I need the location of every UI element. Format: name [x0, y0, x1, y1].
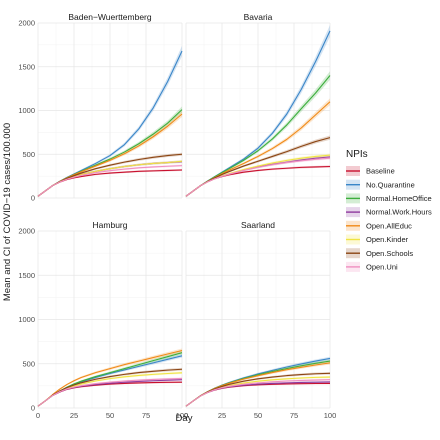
- legend-label: No.Quarantine: [366, 180, 415, 189]
- ci-band: [186, 356, 330, 407]
- legend-title: NPIs: [346, 149, 368, 160]
- legend-item: Open.Kinder: [346, 234, 409, 245]
- y-axis-title: Mean and CI of COVID−19 cases/100.000: [2, 123, 13, 301]
- y-tick-label: 0: [31, 404, 35, 413]
- legend-label: Open.Schools: [366, 249, 413, 258]
- grid: [37, 230, 183, 409]
- panel-2: Bavaria: [185, 12, 331, 199]
- y-tick-label: 1000: [18, 106, 35, 115]
- legend-item: Baseline: [346, 166, 395, 176]
- panel-title: Baden−Wuerttemberg: [68, 12, 152, 22]
- series-Open.Uni: [37, 377, 183, 407]
- x-axis-title: Day: [176, 413, 193, 424]
- y-tick-label: 500: [22, 359, 35, 368]
- grid: [185, 22, 331, 199]
- legend-item: Normal.Work.Hours: [346, 207, 432, 218]
- legend-item: Open.Schools: [346, 248, 413, 259]
- panel-title: Bavaria: [244, 12, 273, 22]
- ci-band: [186, 361, 330, 407]
- x-tick-label: 75: [142, 411, 150, 420]
- grid: [185, 230, 331, 409]
- panel-1: Baden−Wuerttemberg 0 500 1000 1500 2000: [18, 12, 183, 203]
- x-tick-label: 100: [176, 411, 189, 420]
- legend-label: Normal.HomeOffice: [366, 194, 432, 203]
- series-Open.AllEduc: [37, 348, 183, 407]
- legend-label: Baseline: [366, 167, 395, 176]
- legend-item: No.Quarantine: [346, 179, 415, 190]
- series-line: [185, 379, 331, 407]
- x-tick-label: 75: [290, 411, 298, 420]
- x-tick-label: 50: [254, 411, 262, 420]
- legend-item: Open.Uni: [346, 261, 398, 272]
- x-tick-label: 25: [218, 411, 226, 420]
- y-tick-label: 1000: [18, 315, 35, 324]
- legend-label: Normal.Work.Hours: [366, 208, 432, 217]
- series-line: [37, 377, 183, 407]
- legend-label: Open.AllEduc: [366, 221, 412, 230]
- x-tick-label: 100: [324, 411, 337, 420]
- legend-item: Normal.HomeOffice: [346, 193, 432, 204]
- series-Open.Uni: [37, 164, 183, 197]
- panel-3: Hamburg 0 500 1000 1500 2000 0 25 50 75 100: [18, 220, 188, 420]
- y-tick-label: 1500: [18, 271, 35, 280]
- x-tick-label: 0: [184, 411, 188, 420]
- panel-4: Saarland 0 25 50 75 100: [184, 220, 336, 420]
- panel-title: Hamburg: [93, 220, 128, 230]
- series-line: [37, 349, 183, 407]
- y-tick-label: 2000: [18, 227, 35, 236]
- y-tick-label: 500: [22, 150, 35, 159]
- legend-item: Open.AllEduc: [346, 220, 412, 231]
- series-line: [185, 157, 331, 197]
- x-tick-label: 25: [70, 411, 78, 420]
- grid: [37, 22, 183, 199]
- series-line: [37, 165, 183, 197]
- series-Open.Uni: [185, 378, 331, 407]
- y-tick-label: 0: [31, 194, 35, 203]
- legend-label: Open.Kinder: [366, 235, 409, 244]
- y-tick-label: 1500: [18, 62, 35, 71]
- y-tick-label: 2000: [18, 19, 35, 28]
- ci-band: [186, 359, 330, 407]
- ci-band: [186, 375, 330, 407]
- legend: NPIs Baseline No.Quarantine Normal.HomeOffi…: [346, 149, 432, 272]
- legend-label: Open.Uni: [366, 263, 398, 272]
- panel-title: Saarland: [241, 220, 275, 230]
- series-Open.Uni: [185, 156, 331, 197]
- x-tick-label: 50: [106, 411, 114, 420]
- x-tick-label: 0: [36, 411, 40, 420]
